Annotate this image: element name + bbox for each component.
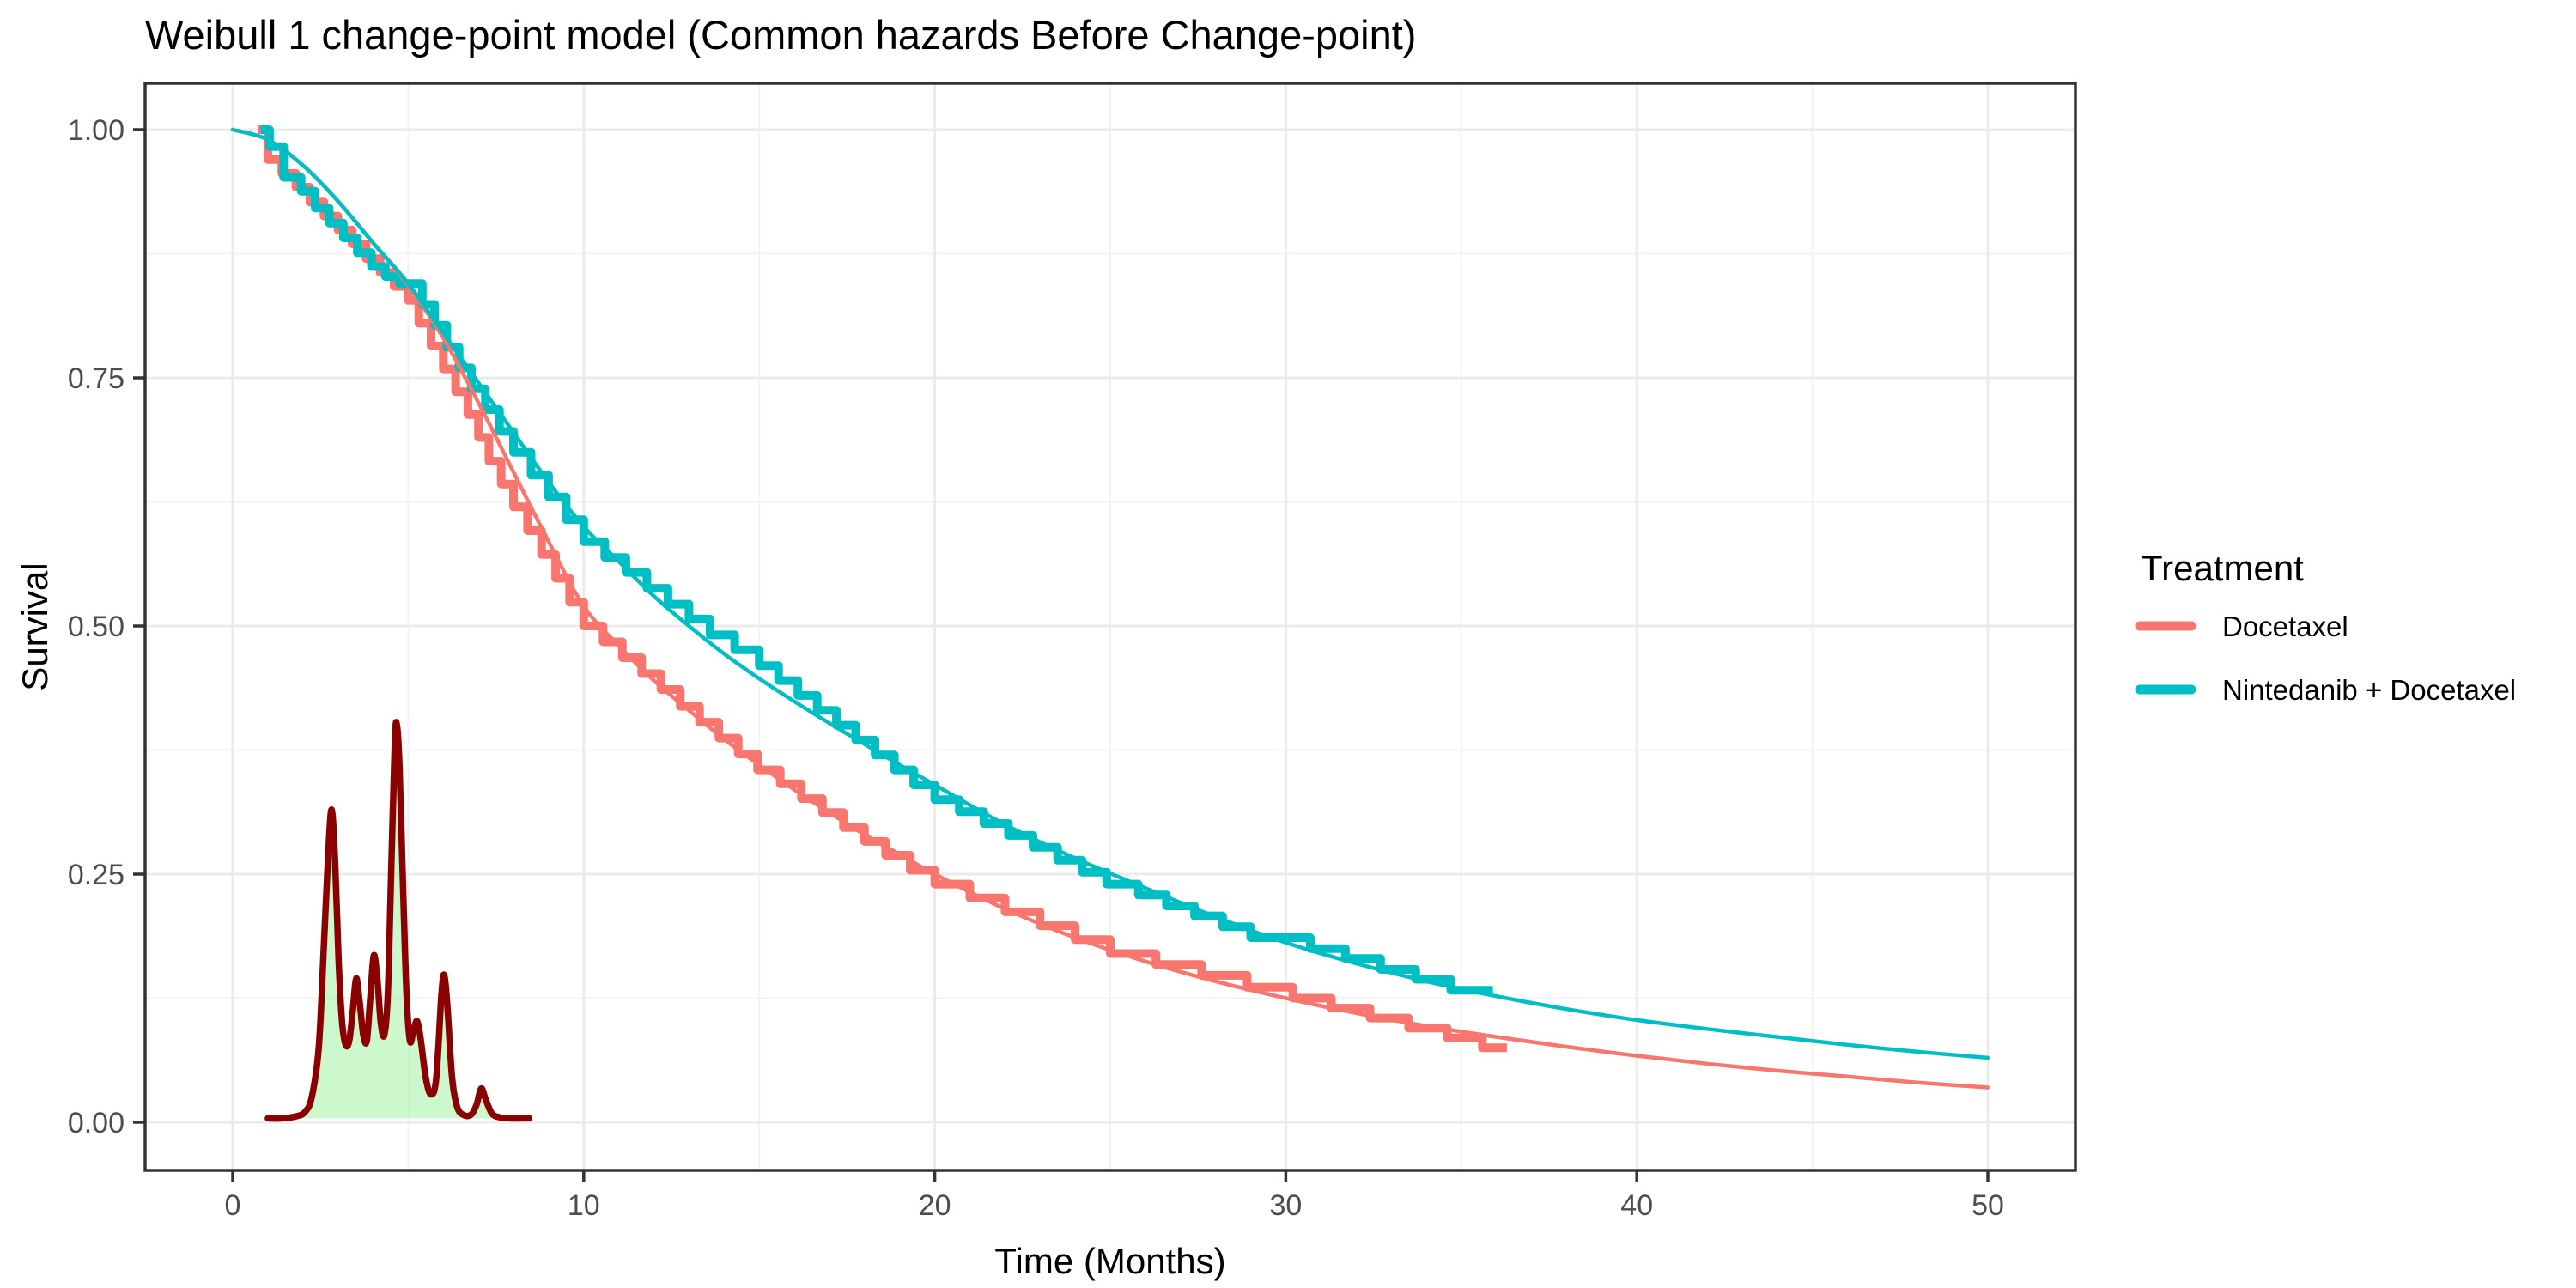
legend-label-nintedanib-docetaxel: Nintedanib + Docetaxel [2222,674,2516,706]
legend-label-docetaxel: Docetaxel [2222,611,2348,642]
x-axis-title: Time (Months) [994,1241,1225,1281]
y-axis-tick-labels: 0.00 0.25 0.50 0.75 1.00 [68,114,125,1139]
axis-ticks [133,128,1990,1182]
legend-title: Treatment [2141,548,2304,588]
y-tick-label: 1.00 [68,114,125,147]
legend-item-docetaxel: Docetaxel [2135,611,2348,642]
y-axis-title: Survival [15,562,55,690]
x-tick-label: 40 [1620,1189,1653,1222]
x-tick-label: 50 [1971,1189,2004,1222]
legend: Treatment Docetaxel Nintedanib + Docetax… [2135,548,2516,706]
changepoint-density-line [264,719,533,1122]
km-step-nintedanib-docetaxel-kaplan-meier-step [260,125,1493,995]
x-tick-label: 20 [919,1189,951,1222]
x-tick-label: 10 [568,1189,600,1222]
x-tick-label: 0 [225,1189,241,1222]
weibull-fit-docetaxel-weibull-fit-smooth [230,127,1990,1090]
y-tick-label: 0.25 [68,859,125,891]
y-tick-label: 0.00 [68,1107,125,1139]
weibull-fit-nintedanib-docetaxel-weibull-fit-smooth [230,127,1990,1060]
curves-layer [230,125,1990,1122]
y-tick-label: 0.75 [68,362,125,395]
plot-title: Weibull 1 change-point model (Common haz… [145,12,1416,58]
y-tick-label: 0.50 [68,611,125,643]
legend-item-nintedanib-docetaxel: Nintedanib + Docetaxel [2135,674,2516,706]
x-axis-tick-labels: 0 10 20 30 40 50 [225,1189,2004,1222]
x-tick-label: 30 [1269,1189,1302,1222]
changepoint-density-fill [267,721,530,1119]
